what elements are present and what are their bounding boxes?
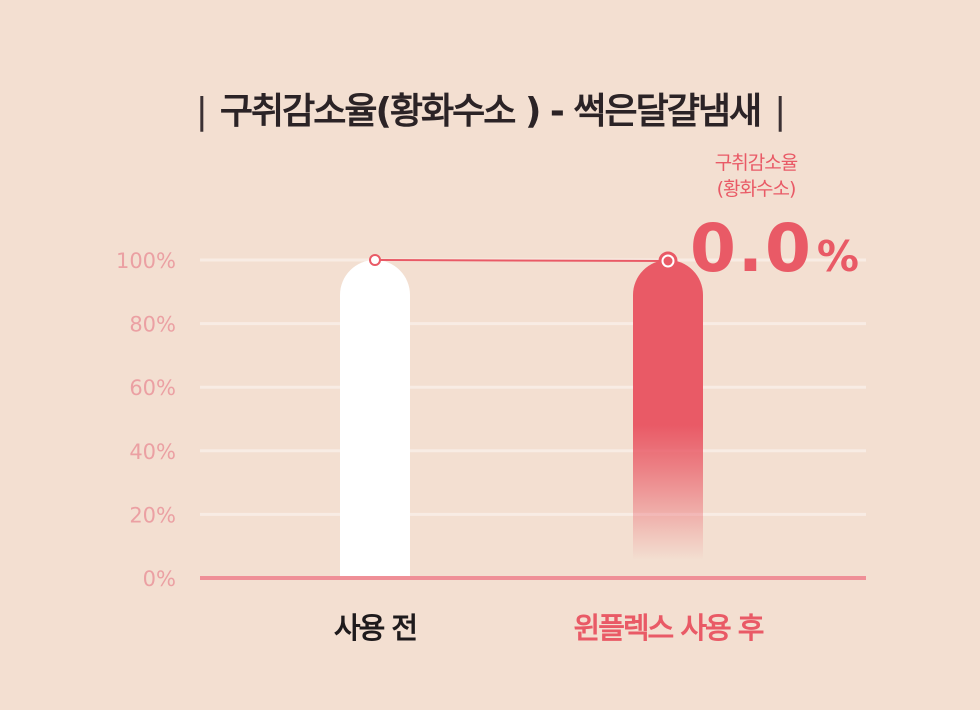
y-tick-label: 60% <box>129 376 176 400</box>
chart-title: | 구취감소율(황화수소 ) - 썩은달걀냄새 | <box>0 82 980 134</box>
bar-before <box>340 260 410 576</box>
reduction-number: 0.0 <box>690 210 813 287</box>
y-tick-label: 20% <box>129 503 176 527</box>
connector <box>369 251 678 271</box>
y-axis: 0% 20% 40% 60% 80% 100% <box>116 249 176 591</box>
gridlines <box>200 258 866 516</box>
callout-label-line2: (황화수소) <box>716 178 797 200</box>
callout-label-line1: 구취감소율 <box>714 152 798 174</box>
y-tick-label: 0% <box>143 567 176 591</box>
bar-after <box>633 260 703 560</box>
marker-before <box>369 254 381 266</box>
chart-title-text: 구취감소율(황화수소 ) - 썩은달걀냄새 <box>219 91 762 132</box>
title-separator-right: | <box>774 91 786 132</box>
y-tick-label: 100% <box>116 249 176 273</box>
category-label-after: 윈플렉스 사용 후 <box>573 611 765 645</box>
y-tick-label: 40% <box>129 440 176 464</box>
marker-after-inner <box>663 256 673 266</box>
reduction-value: 0.0% <box>690 210 861 287</box>
bars <box>340 260 703 576</box>
reduction-callout: 구취감소율 (황화수소) <box>686 150 826 202</box>
connector-line <box>374 259 669 262</box>
title-separator-left: | <box>195 91 208 132</box>
category-label-before: 사용 전 <box>333 611 418 645</box>
reduction-unit: % <box>816 232 862 281</box>
y-tick-label: 80% <box>129 313 176 337</box>
